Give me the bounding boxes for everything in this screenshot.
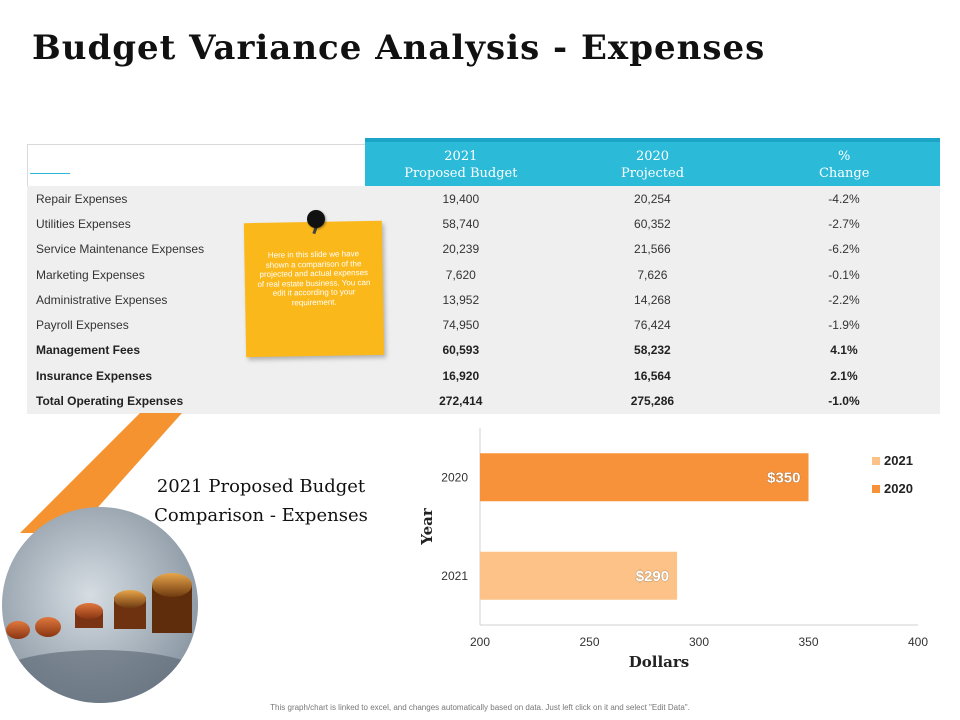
budget-value: 19,400 [442, 191, 480, 206]
table-row: Payroll Expenses 74,950 76,424 -1.9% [27, 312, 940, 337]
projected-value: 58,232 [634, 343, 671, 358]
subtitle-line-1: 2021 Proposed Budget [156, 476, 366, 497]
footer-note: This graph/chart is linked to excel, and… [270, 703, 690, 712]
x-tick-label: 400 [908, 635, 928, 649]
column-header-line-2: Projected [620, 166, 685, 181]
y-tick-label: 2020 [441, 470, 468, 484]
budget-value: 7,620 [445, 267, 476, 282]
column-header-line-1: 2021 [444, 149, 478, 164]
projected-value: 76,424 [634, 318, 671, 333]
budget-value: 20,239 [442, 242, 480, 257]
chart-section-title: 2021 Proposed Budget Comparison - Expens… [126, 472, 396, 530]
column-header-1: 2021 Proposed Budget [365, 142, 557, 186]
column-header-3: % Change [748, 142, 940, 186]
table-row: Total Operating Expenses 272,414 275,286 -1… [27, 388, 940, 413]
column-header-line-2: Proposed Budget [404, 166, 518, 181]
bar-2021 [480, 551, 678, 600]
change-value: -0.1% [828, 267, 860, 282]
x-tick-label: 350 [798, 635, 818, 649]
header-frame [27, 144, 365, 186]
row-label: Utilities Expenses [36, 216, 131, 231]
budget-value: 16,920 [442, 368, 480, 383]
header-accent-line [30, 173, 70, 174]
coins-photo [2, 507, 198, 703]
column-header-line-2: Change [818, 166, 870, 181]
row-label: Service Maintenance Expenses [36, 242, 205, 257]
projected-value: 275,286 [630, 394, 675, 409]
column-header-2: 2020 Projected [557, 142, 749, 186]
row-label: Management Fees [36, 343, 141, 358]
change-value: 2.1% [830, 368, 858, 383]
budget-bar-chart: 2020 $350 2021 $290 200 250 300 350 400 Dollars Ye… [418, 428, 928, 671]
x-tick-label: 300 [689, 635, 709, 649]
change-value: 4.1% [830, 343, 858, 358]
budget-value: 13,952 [442, 292, 480, 307]
budget-value: 58,740 [442, 216, 480, 231]
change-value: -1.0% [828, 394, 860, 409]
row-label: Payroll Expenses [36, 318, 129, 333]
table-row: Utilities Expenses 58,740 60,352 -2.7% [27, 211, 940, 236]
budget-value: 74,950 [442, 318, 480, 333]
legend-swatch-2021 [872, 457, 880, 465]
table-row: Insurance Expenses 16,920 16,564 2.1% [27, 363, 940, 388]
expenses-table: 2021 Proposed Budget 2020 Projected% Change … [27, 138, 940, 414]
table-body: Repair Expenses 19,400 20,254 -4.2% Utilitie… [27, 186, 940, 414]
change-value: -4.2% [828, 191, 860, 206]
bar-data-label: $290 [636, 568, 669, 585]
subtitle-line-2: Comparison - Expenses [154, 505, 368, 526]
legend-label: 2020 [884, 481, 913, 496]
page-title: Budget Variance Analysis - Expenses [32, 28, 766, 68]
legend-label: 2021 [884, 453, 913, 468]
row-label: Administrative Expenses [36, 292, 168, 307]
sticky-note[interactable]: Here in this slide we have shown a compa… [243, 220, 385, 358]
legend-swatch-2020 [872, 485, 880, 493]
table-row: Marketing Expenses 7,620 7,626 -0.1% [27, 262, 940, 287]
header-columns: 2021 Proposed Budget 2020 Projected% Change [365, 138, 940, 186]
change-value: -1.9% [828, 318, 860, 333]
change-value: -6.2% [828, 242, 860, 257]
bar-data-label: $350 [767, 469, 800, 486]
projected-value: 14,268 [634, 292, 671, 307]
budget-value: 272,414 [439, 394, 483, 409]
projected-value: 7,626 [637, 267, 668, 282]
table-row: Management Fees 60,593 58,232 4.1% [27, 338, 940, 363]
table-row: Administrative Expenses 13,952 14,268 -2.2% [27, 287, 940, 312]
projected-value: 16,564 [634, 368, 671, 383]
projected-value: 60,352 [634, 216, 671, 231]
push-pin-icon [307, 210, 325, 228]
projected-value: 20,254 [634, 191, 671, 206]
row-label: Total Operating Expenses [36, 394, 184, 409]
budget-value: 60,593 [442, 343, 480, 358]
row-label: Repair Expenses [36, 191, 128, 206]
table-header: 2021 Proposed Budget 2020 Projected% Change [27, 138, 940, 186]
y-axis-title: Year [418, 507, 436, 546]
table-row: Repair Expenses 19,400 20,254 -4.2% [27, 186, 940, 211]
orange-beam-graphic [20, 413, 182, 533]
y-tick-label: 2021 [441, 569, 468, 583]
x-tick-label: 250 [579, 635, 599, 649]
column-header-line-1: % [838, 149, 851, 164]
change-value: -2.7% [828, 216, 860, 231]
change-value: -2.2% [828, 292, 860, 307]
table-row: Service Maintenance Expenses 20,239 21,566… [27, 237, 940, 262]
row-label: Marketing Expenses [36, 267, 145, 282]
x-tick-label: 200 [470, 635, 490, 649]
bar-2020 [480, 453, 809, 502]
column-header-line-1: 2020 [635, 149, 670, 164]
projected-value: 21,566 [634, 242, 671, 257]
row-label: Insurance Expenses [36, 368, 153, 383]
x-axis-title: Dollars [629, 653, 689, 671]
